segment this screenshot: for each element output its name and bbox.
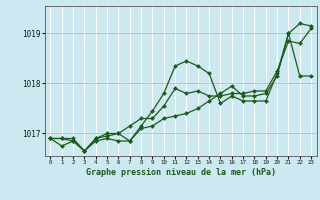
X-axis label: Graphe pression niveau de la mer (hPa): Graphe pression niveau de la mer (hPa) xyxy=(86,168,276,177)
